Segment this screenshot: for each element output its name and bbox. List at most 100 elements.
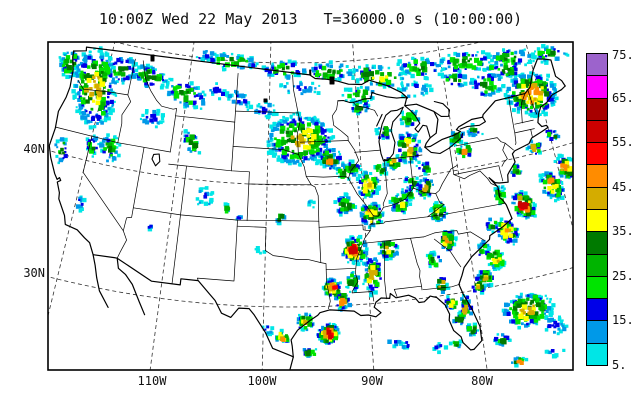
state-border (82, 136, 127, 259)
state-border (352, 101, 379, 117)
colorbar-box-45-50dBZ (586, 164, 608, 188)
lon-tick-label-110W: 110W (137, 374, 167, 388)
state-border (508, 97, 515, 133)
coastline (289, 356, 294, 370)
state-border (232, 146, 299, 155)
state-border (422, 283, 461, 291)
colorbar-box-35-40dBZ (586, 208, 608, 233)
colorbar-box-70-75dBZ (586, 53, 608, 77)
state-border (453, 165, 500, 175)
state-border (117, 94, 132, 144)
parallel-50N (113, 42, 483, 64)
state-border (423, 230, 485, 241)
state-border (299, 140, 349, 143)
state-border (393, 289, 398, 297)
state-border (318, 220, 331, 310)
state-border (171, 166, 187, 285)
model-time-title: T=36000.0 s (10:00:00) (323, 10, 523, 28)
state-border (351, 291, 375, 302)
great-lake-shoreline (404, 105, 431, 139)
state-border (310, 184, 320, 222)
state-border (453, 170, 481, 180)
state-border (55, 126, 119, 144)
meridian-110W (149, 42, 195, 370)
state-border (369, 202, 506, 225)
coastline (482, 58, 566, 118)
colorbar-box-30-35dBZ (586, 231, 608, 255)
state-border (514, 128, 535, 134)
colorbar-box-25-30dBZ (586, 253, 608, 277)
colorbar-box-40-45dBZ (586, 186, 608, 210)
great-lake-shoreline (378, 106, 404, 162)
coastline (48, 50, 94, 256)
colorbar-label-75: 75. (612, 48, 634, 62)
lon-tick-label-100W: 100W (247, 374, 277, 388)
great-lake-shoreline (382, 106, 404, 162)
colorbar-box-20-25dBZ (586, 275, 608, 300)
lon-tick-label-90W: 90W (361, 374, 383, 388)
colorbar-box-65-70dBZ (586, 75, 608, 99)
coastline (92, 254, 294, 358)
state-border (246, 171, 250, 221)
state-border (504, 142, 514, 151)
great-lake-shoreline (459, 116, 486, 130)
state-border (347, 140, 374, 294)
state-border (325, 267, 356, 271)
map-frame-border (47, 41, 574, 371)
state-border (231, 73, 239, 172)
state-border (132, 207, 320, 222)
state-border (530, 129, 533, 137)
state-border (197, 219, 238, 282)
state-border (409, 156, 414, 189)
coastline (73, 46, 484, 148)
lat-tick-label-40N: 40N (23, 142, 45, 156)
state-border (455, 137, 508, 167)
state-border (362, 236, 425, 244)
small-lake (263, 98, 268, 103)
parallel-40N (48, 142, 573, 186)
state-border (292, 74, 299, 114)
parallel-30N (48, 267, 573, 308)
state-border (298, 154, 312, 186)
valid-time-title: 10:00Z Wed 22 May 2013 (98, 10, 298, 28)
colorbar-label-35: 35. (612, 224, 634, 238)
state-border (514, 119, 534, 125)
state-border (77, 79, 129, 96)
state-border (479, 170, 498, 187)
state-border (127, 58, 136, 96)
small-lake (329, 76, 335, 85)
state-border (521, 93, 526, 124)
coastline (458, 85, 566, 350)
state-border (527, 88, 538, 115)
colorbar-box-55-60dBZ (586, 119, 608, 144)
state-border (117, 142, 171, 153)
state-border (372, 164, 458, 217)
state-border (410, 238, 423, 291)
colorbar-label-45: 45. (612, 179, 634, 194)
state-border (354, 149, 382, 153)
small-lake (150, 54, 155, 62)
meridian-100W (261, 42, 272, 370)
state-border (498, 165, 504, 182)
meridian-120W (48, 42, 116, 318)
great-lake-shoreline (433, 100, 451, 117)
reflectivity-colorbar (586, 53, 608, 366)
state-border (514, 132, 517, 145)
state-border (305, 175, 349, 179)
state-border (382, 159, 388, 207)
colorbar-box-10-15dBZ (586, 320, 608, 344)
colorbar-label-65: 65. (612, 90, 634, 105)
state-border (122, 147, 145, 232)
colorbar-box-50-55dBZ (586, 142, 608, 166)
coastline (290, 292, 475, 358)
state-border (383, 241, 387, 300)
radar-reflectivity-layer (54, 44, 573, 368)
state-border (296, 112, 301, 155)
meridian-90W (352, 42, 375, 370)
lat-tick-label-30N: 30N (23, 266, 45, 280)
state-border (168, 163, 250, 173)
state-border (427, 193, 445, 218)
colorbar-box-60-65dBZ (586, 97, 608, 121)
